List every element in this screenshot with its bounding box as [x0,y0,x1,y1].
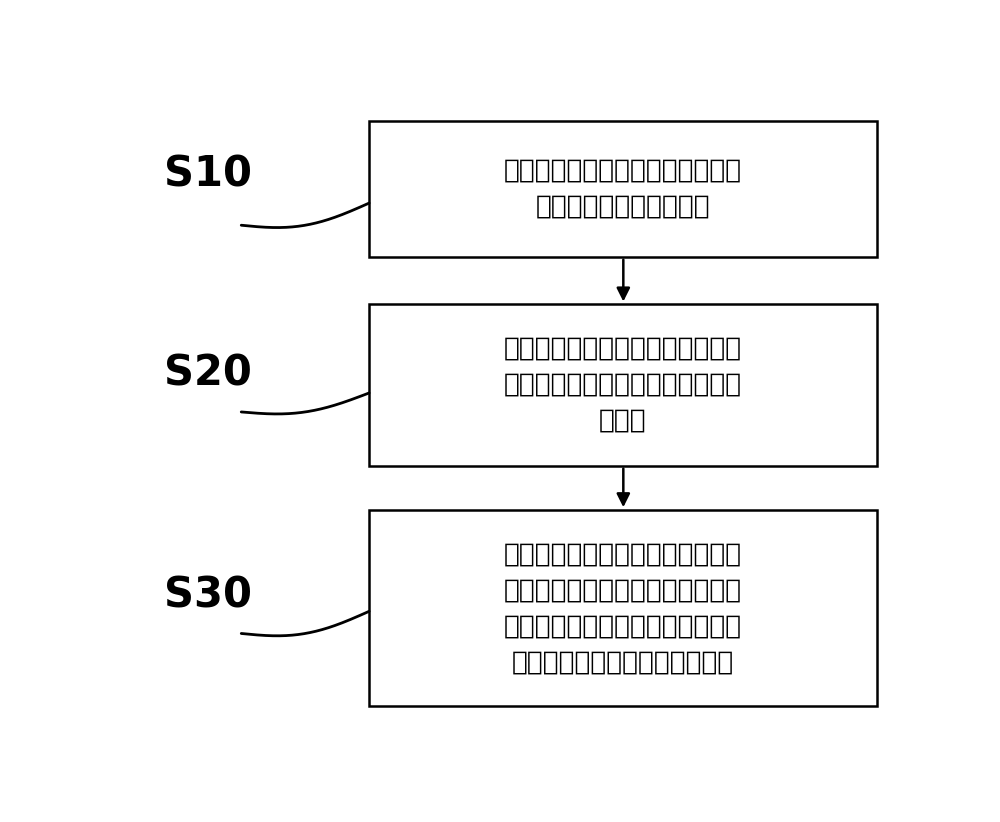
Text: 响应于变温请求信号，获取快速温
变试验箱的目标试验温度: 响应于变温请求信号，获取快速温 变试验箱的目标试验温度 [504,158,742,219]
Bar [369,121,877,256]
Text: S10: S10 [164,154,252,196]
Text: S30: S30 [164,575,252,616]
Text: 执行所述调温方案，直到所述当前
温度与所述目标试验温度的温度差
值绝对值处于预设温差范围内，启
动预设的目标试验温度保持方案: 执行所述调温方案，直到所述当前 温度与所述目标试验温度的温度差 值绝对值处于预设… [504,541,742,675]
Bar [369,304,877,466]
Text: S20: S20 [164,353,252,395]
Text: 根据所述目标试验温度和快速温变
试验箱的当前温度，生成对应的调
温方案: 根据所述目标试验温度和快速温变 试验箱的当前温度，生成对应的调 温方案 [504,336,742,434]
Bar [369,510,877,706]
